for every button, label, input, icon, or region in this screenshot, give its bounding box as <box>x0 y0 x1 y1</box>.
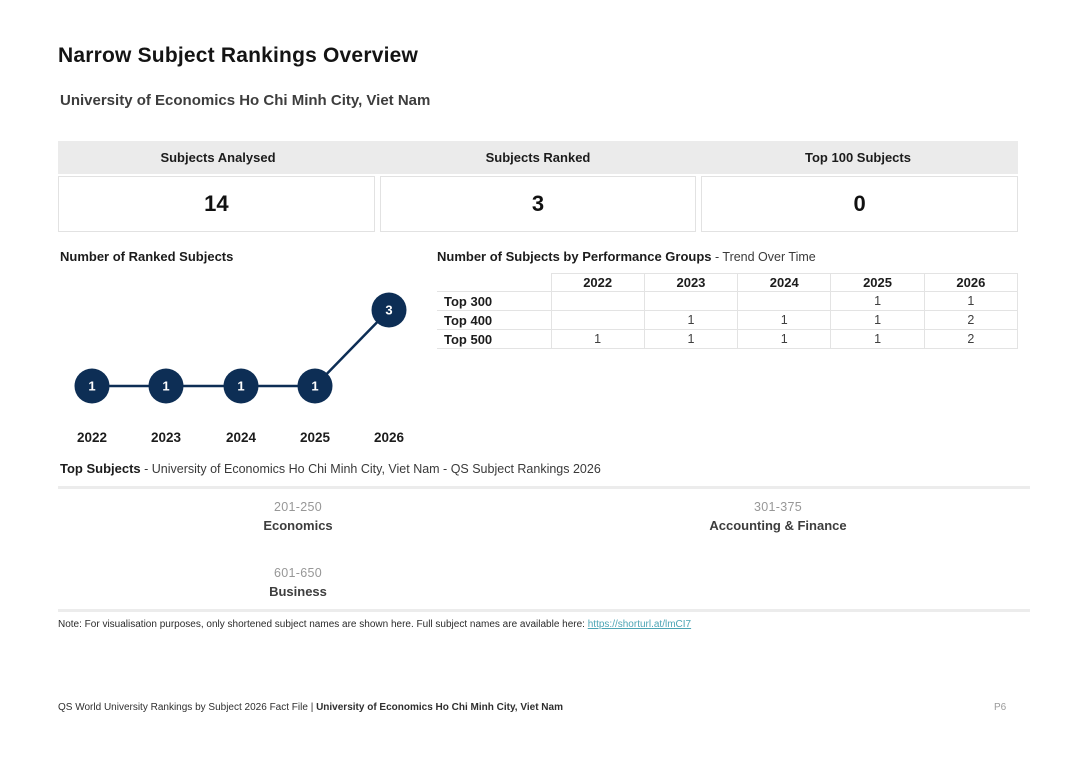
table-cell: 1 <box>643 310 739 330</box>
table-cell: 1 <box>643 329 739 349</box>
row-label: Top 300 <box>437 291 552 311</box>
ranked-subjects-chart-title: Number of Ranked Subjects <box>60 249 234 264</box>
subject-name: Business <box>269 584 327 599</box>
subject-rank-band: 301-375 <box>754 500 802 514</box>
year-column-header: 2022 <box>550 273 645 292</box>
year-column-header: 2023 <box>643 273 739 292</box>
chart-point-value-2022: 1 <box>88 379 95 394</box>
table-header-row: 2022 2023 2024 2025 2026 <box>437 273 1019 292</box>
table-cell: 1 <box>737 329 832 349</box>
footnote-text: Note: For visualisation purposes, only s… <box>58 619 588 630</box>
performance-groups-title-bold: Number of Subjects by Performance Groups <box>437 249 712 264</box>
table-cell: 1 <box>830 329 925 349</box>
performance-groups-title: Number of Subjects by Performance Groups… <box>437 249 816 264</box>
page-number: P6 <box>994 702 1007 713</box>
chart-axis-year-2023: 2023 <box>151 430 182 445</box>
section-divider <box>58 609 1030 612</box>
chart-point-value-2023: 1 <box>162 379 169 394</box>
top-subject-economics: 201-250 Economics <box>58 500 538 533</box>
chart-point-value-2026: 3 <box>385 303 392 318</box>
top-subject-business: 601-650 Business <box>58 566 538 599</box>
top-subject-accounting-finance: 301-375 Accounting & Finance <box>538 500 1018 533</box>
footnote: Note: For visualisation purposes, only s… <box>58 619 691 630</box>
table-cell: 1 <box>830 310 925 330</box>
stat-label-top100-subjects: Top 100 Subjects <box>805 150 911 165</box>
table-cell <box>550 310 645 330</box>
stat-value-subjects-ranked: 3 <box>379 176 697 232</box>
section-divider <box>58 486 1030 489</box>
footer-source-line: QS World University Rankings by Subject … <box>58 702 563 713</box>
chart-point-value-2025: 1 <box>311 379 318 394</box>
chart-point-2023 <box>148 368 184 404</box>
top-subjects-title: Top Subjects - University of Economics H… <box>60 461 601 476</box>
table-cell: 2 <box>923 329 1019 349</box>
stat-value-top100-subjects: 0 <box>701 176 1019 232</box>
full-subject-names-link[interactable]: https://shorturl.at/lmCI7 <box>587 619 692 630</box>
table-cell: 1 <box>737 310 832 330</box>
chart-axis-year-2026: 2026 <box>374 430 405 445</box>
year-column-header: 2024 <box>737 273 832 292</box>
stat-value-subjects-analysed: 14 <box>58 176 375 232</box>
table-cell: 2 <box>923 310 1019 330</box>
chart-point-2022 <box>74 368 110 404</box>
stat-label-subjects-ranked: Subjects Ranked <box>485 150 591 165</box>
table-row-top300: Top 300 1 1 <box>437 291 1019 311</box>
year-column-header: 2026 <box>923 273 1019 292</box>
subject-name: Accounting & Finance <box>709 518 847 533</box>
top-subjects-title-bold: Top Subjects <box>60 461 141 476</box>
row-label: Top 500 <box>437 329 552 349</box>
chart-axis-year-2025: 2025 <box>300 430 331 445</box>
footer-report-name: QS World University Rankings by Subject … <box>58 702 317 713</box>
subject-rank-band: 601-650 <box>274 566 322 580</box>
row-label: Top 400 <box>437 310 552 330</box>
page-title: Narrow Subject Rankings Overview <box>58 44 419 67</box>
table-cell <box>643 291 739 311</box>
chart-point-2026 <box>371 292 407 328</box>
chart-axis-year-2024: 2024 <box>226 430 257 445</box>
stat-label-subjects-analysed: Subjects Analysed <box>160 150 276 165</box>
chart-axis-year-2022: 2022 <box>77 430 107 445</box>
chart-point-value-2024: 1 <box>237 379 244 394</box>
year-column-header: 2025 <box>830 273 925 292</box>
summary-stats: Subjects Analysed Subjects Ranked Top 10… <box>58 141 1019 232</box>
table-corner-cell <box>437 273 552 292</box>
table-cell: 1 <box>923 291 1019 311</box>
chart-point-2025 <box>297 368 333 404</box>
table-row-top500: Top 500 1 1 1 1 2 <box>437 329 1019 349</box>
subject-rank-band: 201-250 <box>274 500 322 514</box>
footer-university-name: University of Economics Ho Chi Minh City… <box>316 702 563 713</box>
performance-groups-title-rest: - Trend Over Time <box>711 250 816 264</box>
subject-name: Economics <box>263 518 333 533</box>
table-row-top400: Top 400 1 1 1 2 <box>437 310 1019 330</box>
ranked-subjects-line-chart: 1 1 1 1 3 2022 2023 2024 2025 2026 <box>74 292 407 445</box>
table-cell: 1 <box>550 329 645 349</box>
top-subjects-grid: 201-250 Economics 301-375 Accounting & F… <box>58 500 1018 599</box>
top-subjects-title-rest: - University of Economics Ho Chi Minh Ci… <box>140 462 601 476</box>
summary-stats-value-row: 14 3 0 <box>58 176 1019 232</box>
chart-point-2024 <box>223 368 259 404</box>
university-name-subtitle: University of Economics Ho Chi Minh City… <box>60 92 431 109</box>
table-cell: 1 <box>830 291 925 311</box>
summary-stats-header-row: Subjects Analysed Subjects Ranked Top 10… <box>58 141 1018 174</box>
performance-groups-table: 2022 2023 2024 2025 2026 Top 300 1 1 Top… <box>437 273 1019 349</box>
table-cell <box>550 291 645 311</box>
table-cell <box>737 291 832 311</box>
